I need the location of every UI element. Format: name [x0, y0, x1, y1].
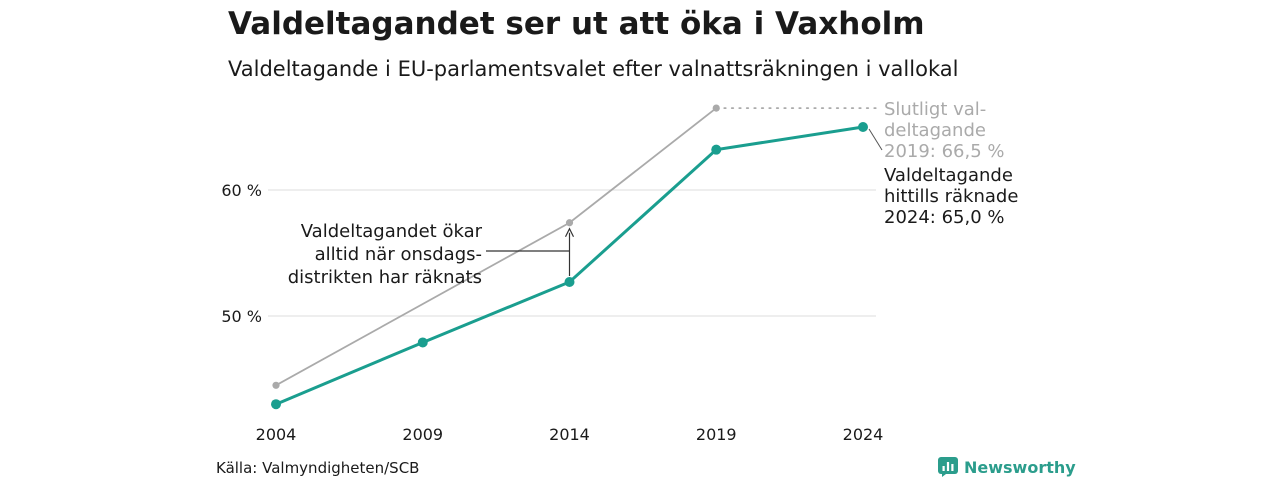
chart-subtitle: Valdeltagande i EU-parlamentsvalet efter… — [228, 57, 959, 81]
data-point-final — [712, 104, 720, 112]
y-tick-label: 50 % — [221, 307, 262, 326]
x-tick-label: 2014 — [549, 425, 590, 444]
data-point-counted — [271, 399, 281, 410]
source-note: Källa: Valmyndigheten/SCB — [216, 459, 420, 477]
data-point-counted — [711, 144, 722, 155]
annotation-increase-note: Valdeltagandet ökar — [301, 221, 483, 242]
x-tick-label: 2004 — [256, 425, 297, 444]
data-point-final — [272, 381, 280, 389]
chart-title: Valdeltagandet ser ut att öka i Vaxholm — [228, 6, 925, 42]
annotation-final-label: deltagande — [884, 120, 986, 141]
data-point-counted — [417, 337, 428, 348]
y-tick-label: 60 % — [221, 181, 262, 200]
annotation-final-label: Slutligt val- — [884, 99, 986, 120]
data-point-counted — [564, 276, 575, 287]
increase-arrow-head — [564, 227, 575, 238]
x-tick-label: 2024 — [843, 425, 884, 444]
label-connector — [868, 128, 883, 151]
annotation-final-label: 2019: 66,5 % — [884, 141, 1005, 162]
brand-name: Newsworthy — [964, 457, 1076, 477]
annotation-counted-label: Valdeltagande — [884, 165, 1013, 186]
annotation-increase-note: distrikten har räknats — [288, 267, 482, 288]
data-point-final — [565, 219, 574, 227]
annotation-counted-label: 2024: 65,0 % — [884, 207, 1005, 228]
annotation-counted-label: hittills räknade — [884, 186, 1018, 207]
x-tick-label: 2019 — [696, 425, 737, 444]
annotation-increase-note: alltid när onsdags- — [315, 244, 482, 265]
x-tick-label: 2009 — [402, 425, 443, 444]
data-point-counted — [858, 122, 868, 132]
newsworthy-logo-icon — [938, 457, 958, 477]
brand: Newsworthy — [938, 456, 1076, 478]
